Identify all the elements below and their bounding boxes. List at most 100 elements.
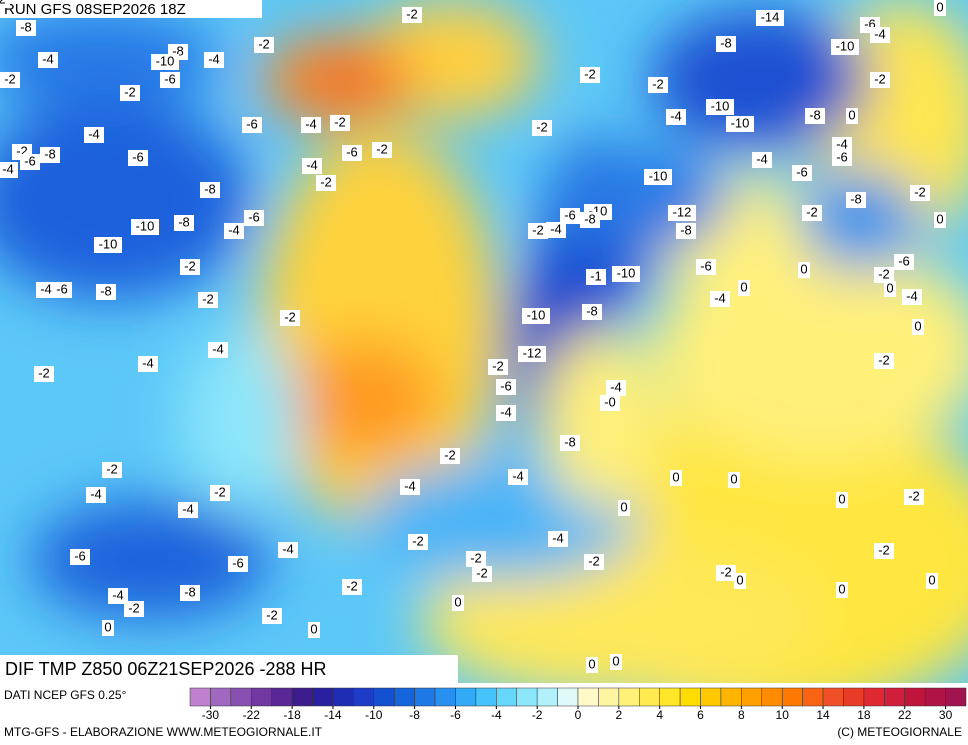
contour-label-bg	[0, 162, 18, 178]
contour-label: -4	[836, 136, 848, 151]
contour-label: -6	[24, 153, 36, 168]
contour-label: -10	[136, 218, 155, 233]
contour-label-bg	[676, 223, 696, 239]
colorbar-swatch	[271, 687, 293, 707]
contour-label-bg	[0, 0, 10, 8]
contour-label-bg	[934, 212, 946, 228]
contour-label: -8	[44, 146, 56, 161]
contour-label-bg	[560, 208, 580, 224]
contour-label-bg	[128, 150, 148, 166]
contour-label-bg	[138, 356, 158, 372]
contour-label: -0	[604, 394, 616, 409]
contour-label: -2	[334, 114, 346, 129]
colorbar-swatch	[822, 687, 844, 707]
contour-label: -4	[404, 478, 416, 493]
contour-label-bg	[151, 54, 179, 70]
contour-label-bg	[696, 259, 716, 275]
colorbar-swatch	[700, 687, 722, 707]
contour-label: -8	[564, 434, 576, 449]
contour-label: -6	[74, 548, 86, 563]
contour-label-bg	[178, 502, 198, 518]
contour-label-bg	[610, 654, 622, 670]
colorbar-tick-label: -10	[365, 708, 383, 722]
contour-label-bg	[805, 108, 825, 124]
colorbar-swatch	[639, 687, 660, 707]
contour-label-bg	[472, 566, 492, 582]
contour-label: -10	[649, 168, 668, 183]
contour-label-bg	[586, 269, 606, 285]
contour-label-bg	[522, 308, 550, 324]
contour-label: -8	[184, 584, 196, 599]
colorbar-swatch	[884, 687, 905, 707]
contour-label: -6	[564, 207, 576, 222]
contour-label-bg	[242, 117, 262, 133]
contour-label-bg	[904, 489, 924, 505]
colorbar-swatch	[455, 687, 477, 707]
contour-label: -14	[761, 9, 780, 24]
contour-label: -10	[617, 265, 636, 280]
colorbar-swatch	[781, 687, 803, 707]
contour-label: -8	[720, 35, 732, 50]
contour-label: -4	[208, 51, 220, 66]
contour-label-bg	[452, 595, 464, 611]
contour-label-bg	[752, 152, 772, 168]
contour-label: -4	[512, 468, 524, 483]
contour-label-bg	[802, 205, 822, 221]
colorbar-tick-label: 6	[697, 708, 704, 722]
contour-label: -2	[320, 174, 332, 189]
contour-label: -2	[258, 36, 270, 51]
contour-label-bg	[34, 366, 54, 382]
contour-label-bg	[716, 36, 736, 52]
contour-label: -2	[444, 447, 456, 462]
contour-label: -2	[38, 365, 50, 380]
contour-label-bg	[792, 165, 812, 181]
contour-label-bg	[580, 67, 600, 83]
contour-label: -6	[864, 16, 876, 31]
contour-label-bg	[926, 573, 938, 589]
colorbar-swatch	[945, 687, 967, 707]
contour-label-bg	[70, 549, 90, 565]
contour-label-bg	[342, 579, 362, 595]
contour-label-bg	[84, 127, 104, 143]
contour-label-bg	[204, 52, 224, 68]
contour-label-bg	[20, 154, 40, 170]
colorbar-swatch	[496, 687, 517, 707]
contour-label: -2	[536, 119, 548, 134]
contour-label-bg	[716, 565, 736, 581]
colorbar-tick-label: 0	[575, 708, 582, 722]
contour-label-bg	[200, 182, 220, 198]
credit: MTG-GFS - ELABORAZIONE WWW.METEOGIORNALE…	[4, 725, 323, 739]
contour-label: -4	[670, 108, 682, 123]
colorbar-swatch	[802, 687, 824, 707]
contour-label: -2	[346, 578, 358, 593]
colorbar-tick-label: 18	[857, 708, 871, 722]
colorbar-swatch	[679, 687, 701, 707]
contour-label-bg	[262, 608, 282, 624]
contour-label-bg	[670, 470, 682, 486]
contour-label-bg	[0, 72, 20, 88]
contour-label: -4	[906, 288, 918, 303]
contour-label: -6	[56, 281, 68, 296]
contour-label: 0	[800, 261, 807, 276]
contour-label: 0	[838, 581, 845, 596]
contour-label: 0	[928, 572, 935, 587]
contour-label: -6	[248, 209, 260, 224]
run-label-box	[0, 655, 458, 683]
contour-label-bg	[846, 108, 858, 124]
contour-label-bg	[894, 254, 914, 270]
contour-label: -2	[806, 204, 818, 219]
contour-label-bg	[528, 223, 548, 239]
contour-label-bg	[488, 359, 508, 375]
contour-label: -10	[836, 38, 855, 53]
contour-label-bg	[846, 192, 866, 208]
contour-label-bg	[120, 85, 140, 101]
contour-label-bg	[36, 282, 56, 298]
title-box	[0, 0, 262, 18]
contour-label: -2	[214, 484, 226, 499]
contour-label: -6	[132, 149, 144, 164]
contour-label-bg	[612, 266, 640, 282]
contour-label-bg	[131, 219, 159, 235]
contour-label-bg	[228, 556, 248, 572]
colorbar-tick-label: -6	[450, 708, 461, 722]
